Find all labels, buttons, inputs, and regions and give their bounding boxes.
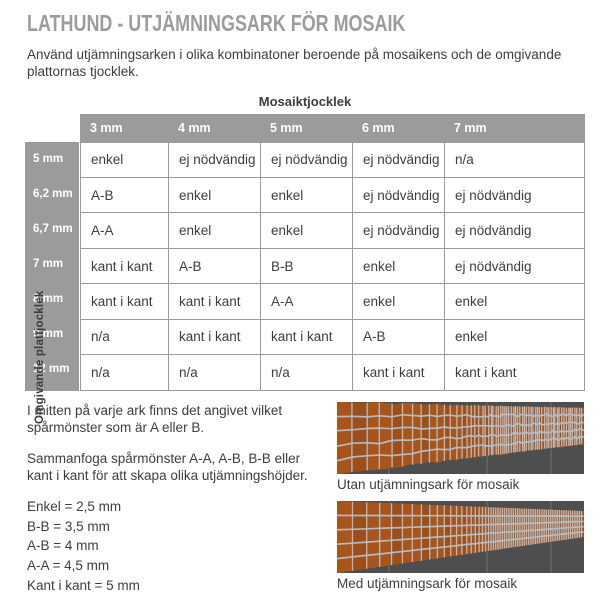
matrix-cell: ej nödvändig <box>352 212 445 249</box>
table-row: n/a n/a n/a kant i kant kant i kant <box>80 354 585 391</box>
column-header: 4 mm <box>178 120 211 135</box>
matrix-cell: enkel <box>260 176 353 214</box>
thickness-table: Mosaiktjocklek 3 mm 4 mm 5 mm 6 mm 7 mm 5 mm… <box>25 93 585 424</box>
column-header-row: 3 mm 4 mm 5 mm 6 mm 7 mm <box>80 113 585 142</box>
table-row: kant i kant kant i kant A-A enkel enkel <box>80 283 585 320</box>
row-label: 7 mm <box>33 257 64 270</box>
mosaic-photo <box>337 500 584 573</box>
row-label: 9 mm <box>33 327 64 340</box>
matrix-cell: n/a <box>80 354 169 391</box>
legend-item: Enkel = 2,5 mm <box>27 499 122 515</box>
matrix-cell: enkel <box>352 283 445 320</box>
matrix-cell: A-B <box>80 176 169 214</box>
matrix-cell: n/a <box>80 318 169 356</box>
bottom-section: I mitten på varje ark finns det angivet … <box>25 401 600 600</box>
table-body-row: 5 mm 6,2 mm 6,7 mm 7 mm 8 mm 9 mm 12 mm enkel e… <box>25 141 585 391</box>
notes-column: I mitten på varje ark finns det angivet … <box>25 402 315 600</box>
figure-without-sheet: Utan utjämningsark för mosaik <box>337 401 585 492</box>
row-group-label: Omgivande plattjocklek <box>34 290 46 424</box>
mosaic-photo <box>337 401 584 474</box>
intro-paragraph: Använd utjämningsarken i olika kombinato… <box>27 47 562 80</box>
table-row: A-A enkel enkel ej nödvändig ej nödvändig <box>80 212 585 249</box>
matrix-cell: A-B <box>352 318 445 356</box>
matrix-cell: kant i kant <box>352 354 445 391</box>
matrix-cell: A-A <box>260 283 353 320</box>
matrix-cell: enkel <box>352 247 445 285</box>
row-label: 6,2 mm <box>33 187 73 200</box>
legend-item: B-B = 3,5 mm <box>27 518 110 534</box>
matrix-cell: kant i kant <box>168 283 261 320</box>
figure-caption: Utan utjämningsark för mosaik <box>337 476 520 492</box>
page-title: LATHUND - UTJÄMNINGSARK FÖR MOSAIK <box>27 10 406 36</box>
row-label-column: 5 mm 6,2 mm 6,7 mm 7 mm 8 mm 9 mm 12 mm <box>25 141 79 391</box>
matrix-cell: ej nödvändig <box>352 176 445 214</box>
matrix-cell: n/a <box>168 354 261 391</box>
figures-column: Utan utjämningsark för mosaik Med utjämn… <box>337 401 585 600</box>
note-paragraph-1: I mitten på varje ark finns det angivet … <box>27 402 283 435</box>
matrix-cell: n/a <box>444 141 585 178</box>
matrix-cell: enkel <box>444 318 585 356</box>
matrix-cell: enkel <box>80 141 169 178</box>
row-label: 8 mm <box>33 292 64 305</box>
height-legend-list: Enkel = 2,5 mm B-B = 3,5 mm A-B = 4 mm A-A … <box>27 498 315 594</box>
matrix-table: enkel ej nödvändig ej nödvändig ej nödvändi… <box>80 141 585 391</box>
note-paragraph-2: Sammanfoga spårmönster A-A, A-B, B-B ell… <box>27 450 308 483</box>
matrix-cell: ej nödvändig <box>168 141 261 178</box>
column-header: 5 mm <box>270 120 303 135</box>
matrix-cell: kant i kant <box>80 247 169 285</box>
legend-item: A-A = 4,5 mm <box>27 558 110 574</box>
row-label: 5 mm <box>33 152 64 165</box>
matrix-cell: kant i kant <box>168 318 261 356</box>
matrix-cell: enkel <box>168 212 261 249</box>
matrix-cell: enkel <box>168 176 261 214</box>
table-row: n/a kant i kant kant i kant A-B enkel <box>80 318 585 356</box>
matrix-cell: ej nödvändig <box>260 141 353 178</box>
matrix-cell: B-B <box>260 247 353 285</box>
matrix-cell: A-A <box>80 212 169 249</box>
matrix-cell: ej nödvändig <box>444 176 585 214</box>
matrix-cell: ej nödvändig <box>444 247 585 285</box>
column-header: 7 mm <box>454 120 487 135</box>
matrix-cell: ej nödvändig <box>352 141 445 178</box>
matrix-cell: A-B <box>168 247 261 285</box>
figure-caption: Med utjämningsark för mosaik <box>337 575 518 591</box>
figure-with-sheet: Med utjämningsark för mosaik <box>337 500 585 591</box>
table-row: enkel ej nödvändig ej nödvändig ej nödvändi… <box>80 141 585 178</box>
matrix-cell: enkel <box>260 212 353 249</box>
table-row: kant i kant A-B B-B enkel ej nödvändig <box>80 247 585 285</box>
legend-item: A-B = 4 mm <box>27 538 99 554</box>
legend-item: Kant i kant = 5 mm <box>27 577 140 593</box>
column-group-label: Mosaiktjocklek <box>258 93 352 109</box>
matrix-body: enkel ej nödvändig ej nödvändig ej nödvändi… <box>80 141 585 391</box>
matrix-cell: kant i kant <box>80 283 169 320</box>
matrix-cell: kant i kant <box>444 354 585 391</box>
row-label: 12 mm <box>33 362 70 375</box>
matrix-cell: n/a <box>260 354 353 391</box>
matrix-cell: ej nödvändig <box>444 212 585 249</box>
column-header: 3 mm <box>90 120 123 135</box>
table-row: A-B enkel enkel ej nödvändig ej nödvändig <box>80 176 585 214</box>
row-label: 6,7 mm <box>33 222 73 235</box>
matrix-cell: kant i kant <box>260 318 353 356</box>
matrix-cell: enkel <box>444 283 585 320</box>
column-header: 6 mm <box>362 120 395 135</box>
